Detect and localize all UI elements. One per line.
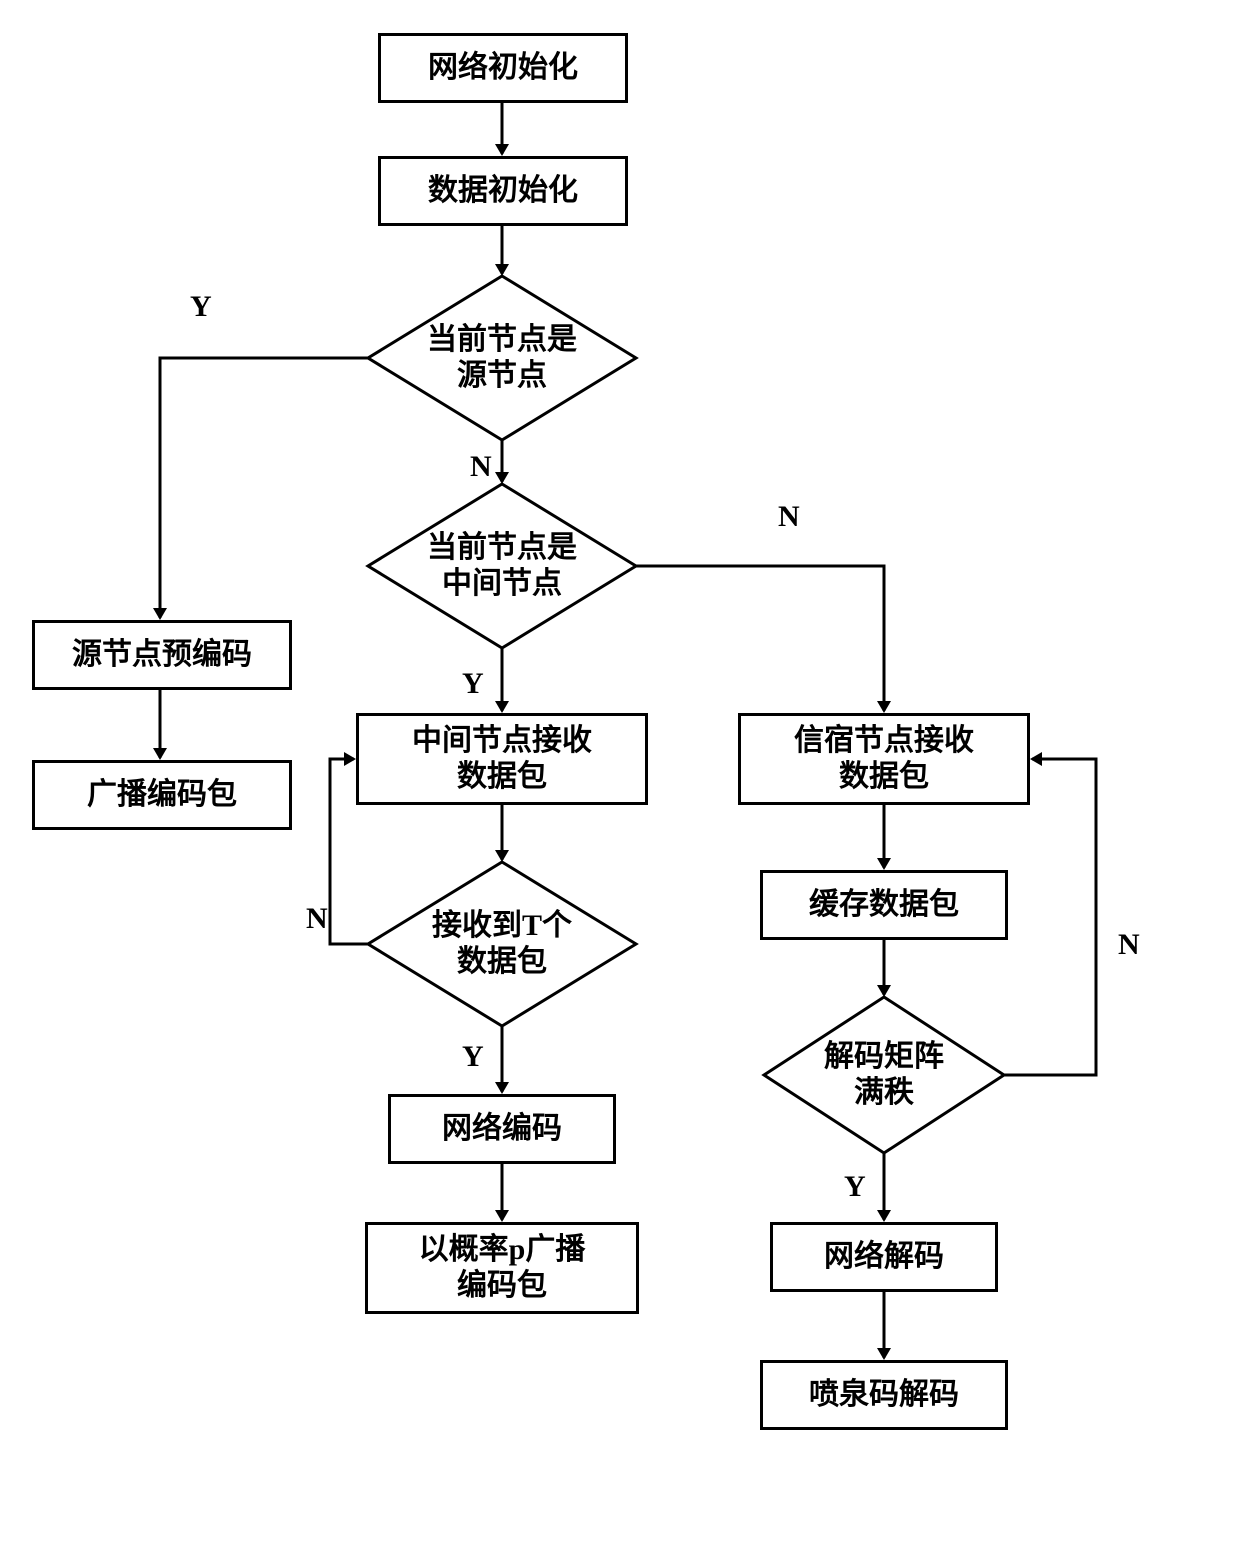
label-d3-n: N <box>306 902 328 936</box>
label-d1-y: Y <box>190 290 212 324</box>
label-d2-n: N <box>778 500 800 534</box>
label-d3-y: Y <box>462 1040 484 1074</box>
node-cache: 缓存数据包 <box>760 870 1008 940</box>
node-src-preencode: 源节点预编码 <box>32 620 292 690</box>
node-net-init: 网络初始化 <box>378 33 628 103</box>
diamond-fullrank-label: 解码矩阵 满秩 <box>824 1039 944 1111</box>
node-broadcast-p: 以概率p广播 编码包 <box>365 1222 639 1314</box>
node-fountain-decode: 喷泉码解码 <box>760 1360 1008 1430</box>
label-d2-y: Y <box>462 667 484 701</box>
label-d4-n: N <box>1118 928 1140 962</box>
diamond-is-source: 当前节点是 源节点 <box>368 276 636 440</box>
node-broadcast: 广播编码包 <box>32 760 292 830</box>
diamond-t-packets: 接收到T个 数据包 <box>368 862 636 1026</box>
node-net-decode: 网络解码 <box>770 1222 998 1292</box>
node-net-encode: 网络编码 <box>388 1094 616 1164</box>
label-d4-y: Y <box>844 1170 866 1204</box>
node-mid-recv: 中间节点接收 数据包 <box>356 713 648 805</box>
node-data-init: 数据初始化 <box>378 156 628 226</box>
diamond-t-packets-label: 接收到T个 数据包 <box>432 908 572 980</box>
diamond-is-mid: 当前节点是 中间节点 <box>368 484 636 648</box>
label-d1-n: N <box>470 450 492 484</box>
diamond-fullrank: 解码矩阵 满秩 <box>764 997 1004 1153</box>
node-sink-recv: 信宿节点接收 数据包 <box>738 713 1030 805</box>
diamond-is-source-label: 当前节点是 源节点 <box>427 322 577 394</box>
diamond-is-mid-label: 当前节点是 中间节点 <box>427 530 577 602</box>
